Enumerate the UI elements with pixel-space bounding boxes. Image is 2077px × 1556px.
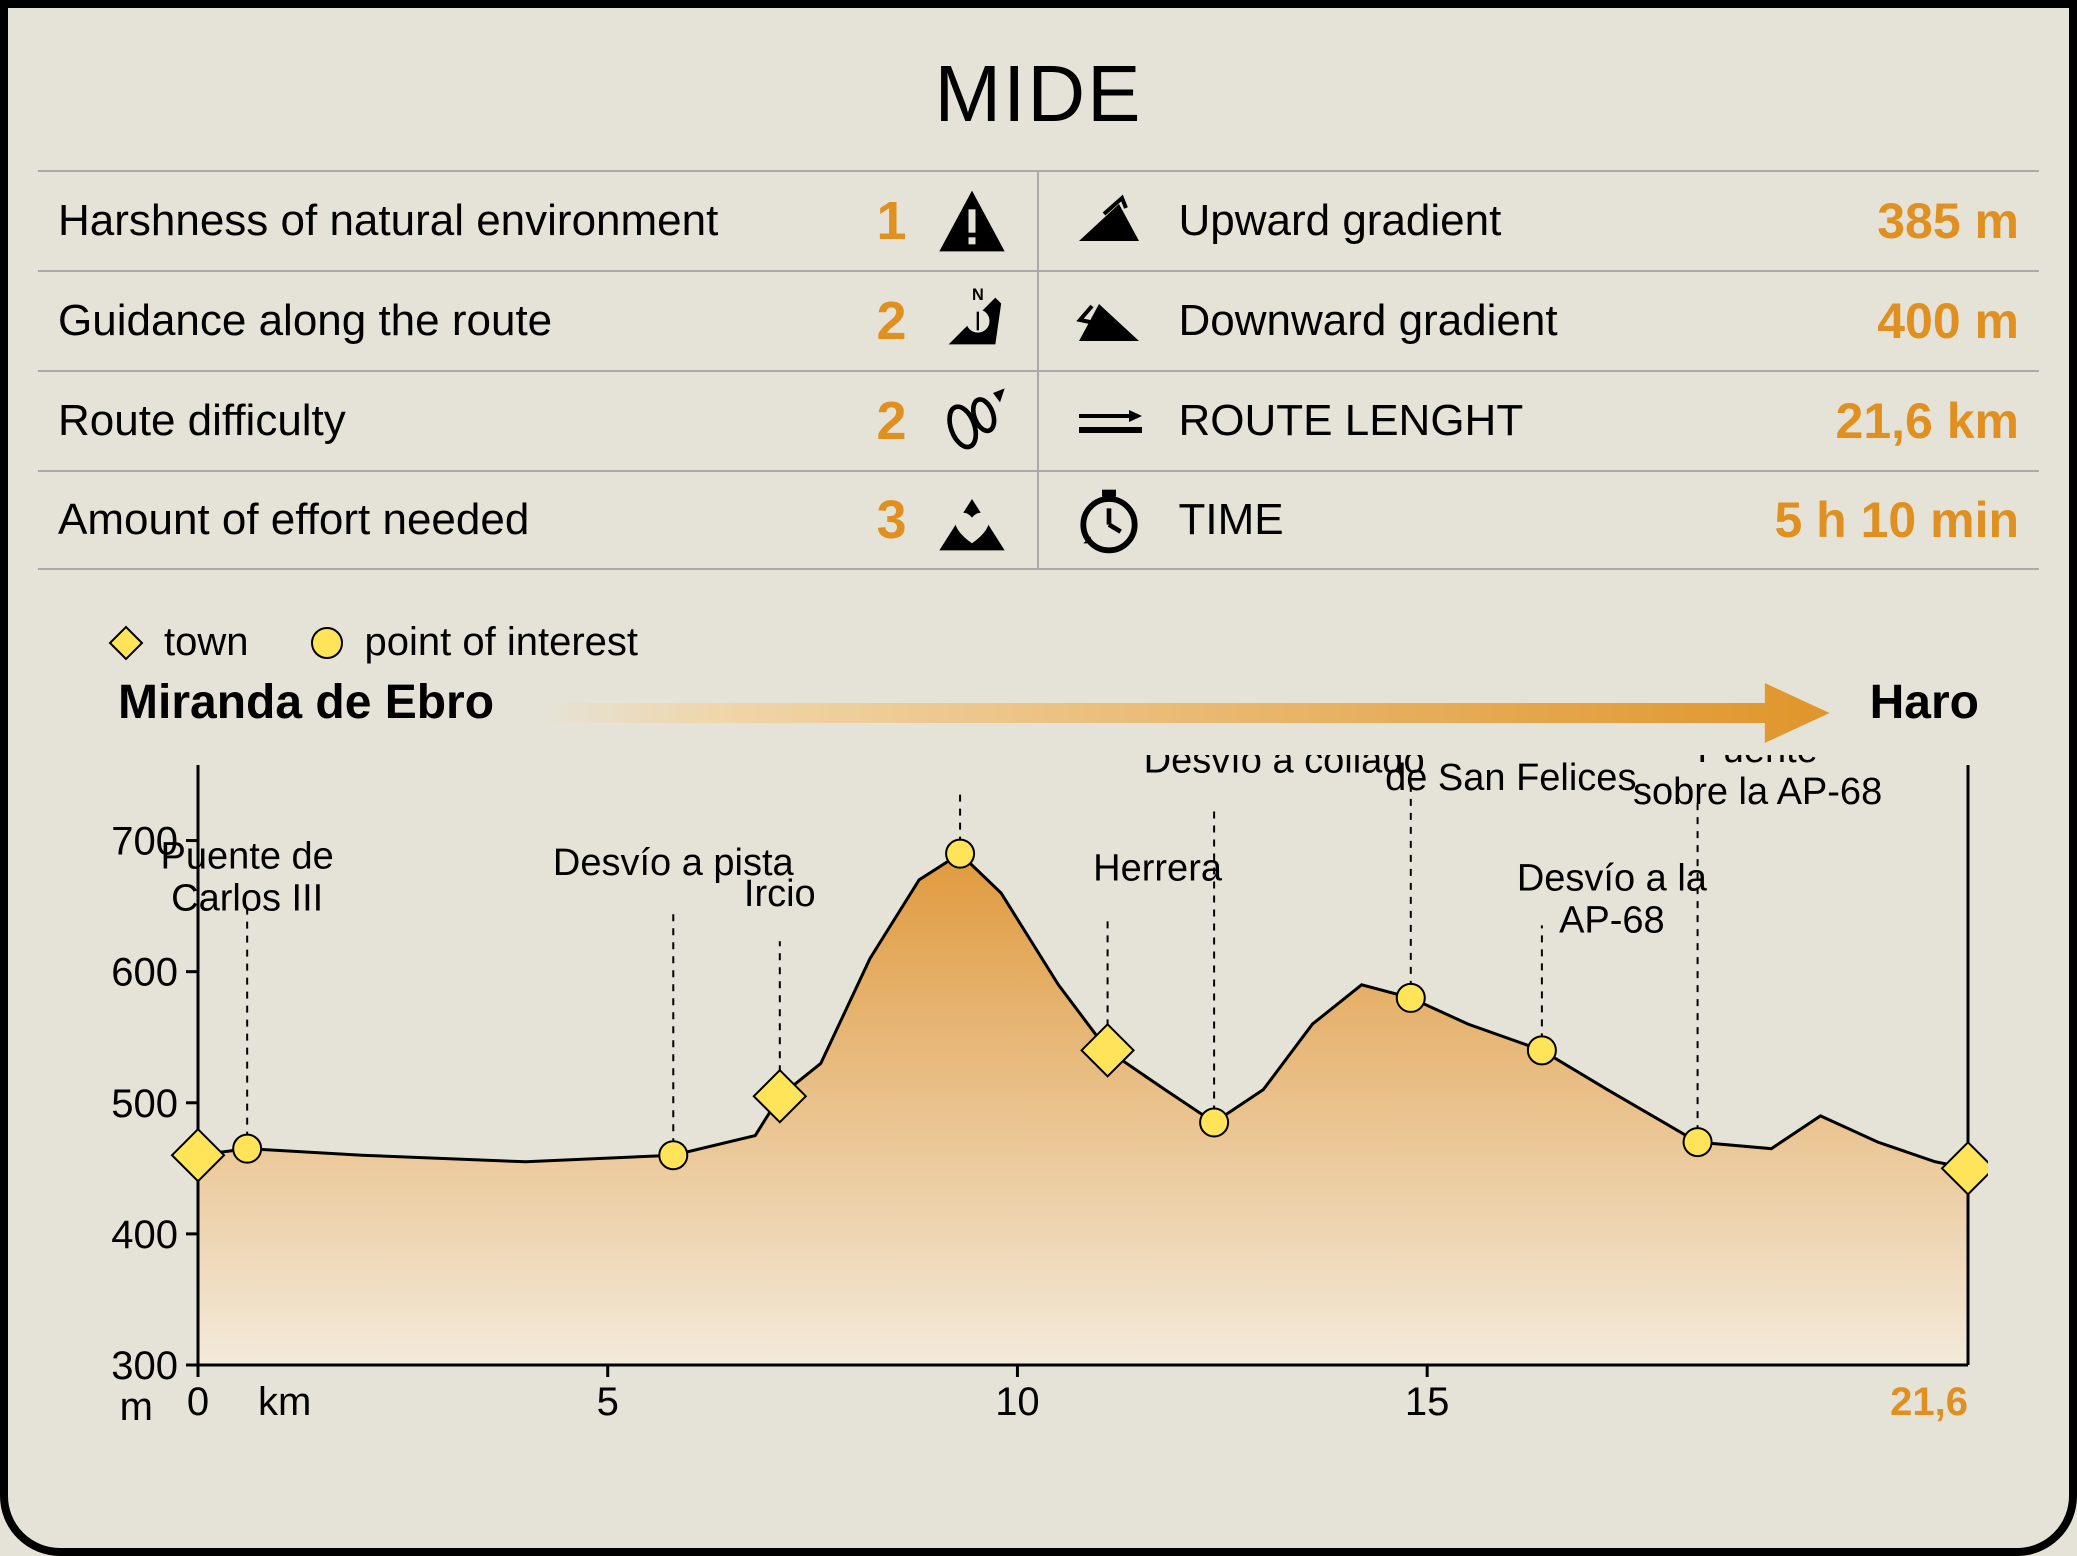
mide-label: Guidance along the route [58,296,857,346]
svg-text:Desvío a la: Desvío a la [1517,857,1708,899]
svg-text:AP-68: AP-68 [1559,899,1665,941]
svg-text:5: 5 [597,1380,619,1424]
svg-text:15: 15 [1405,1380,1450,1424]
elevation-chart: 300400500600700m051015km21,6Puente deCar… [108,755,1988,1435]
compass-icon: N [927,286,1017,356]
mide-label: Harshness of natural environment [58,196,857,246]
up-icon [1059,186,1179,256]
heart-icon [927,485,1017,555]
down-icon [1059,286,1179,356]
mide-row: Harshness of natural environment 1 [38,170,1039,270]
legend: town point of interest [8,570,2069,675]
mide-row: Downward gradient 400 m [1039,270,2040,370]
mide-row: TIME 5 h 10 min [1039,470,2040,570]
svg-text:m: m [120,1385,153,1429]
mide-label: TIME [1179,495,1700,545]
svg-text:0: 0 [187,1380,209,1424]
svg-text:500: 500 [111,1082,178,1126]
mide-score: 1 [857,190,927,252]
direction-arrow [534,683,1830,723]
mide-label: ROUTE LENGHT [1179,396,1700,446]
page-title: MIDE [8,8,2069,170]
svg-text:de San Felices: de San Felices [1385,757,1636,799]
svg-text:Desvío a collado: Desvío a collado [1144,755,1425,781]
mide-row: Upward gradient 385 m [1039,170,2040,270]
mide-value: 400 m [1699,292,2019,350]
svg-text:300: 300 [111,1344,178,1388]
svg-text:Herrera: Herrera [1093,847,1223,889]
svg-text:Collado Gobera: Collado Gobera [827,755,1094,763]
svg-text:N: N [972,286,984,304]
mide-label: Upward gradient [1179,196,1700,246]
diamond-icon [108,625,144,661]
route-to: Haro [1870,675,1979,730]
mide-row: Route difficulty 2 [38,370,1039,470]
mide-row: Amount of effort needed 3 [38,470,1039,570]
mide-value: 385 m [1699,192,2019,250]
mide-score: 2 [857,390,927,452]
mide-label: Route difficulty [58,396,857,446]
mide-label: Downward gradient [1179,296,1700,346]
svg-text:21,6: 21,6 [1890,1380,1968,1424]
foot-icon [927,386,1017,456]
legend-town-label: town [164,620,249,665]
route-from: Miranda de Ebro [118,675,494,730]
svg-text:sobre la AP-68: sobre la AP-68 [1633,771,1882,813]
mide-value: 21,6 km [1699,392,2019,450]
svg-text:Puente: Puente [1697,755,1817,771]
mide-label: Amount of effort needed [58,495,857,545]
legend-poi-label: point of interest [365,620,639,665]
mide-value: 5 h 10 min [1699,491,2019,549]
circle-icon [309,625,345,661]
mide-table: Harshness of natural environment 1 Guida… [8,170,2069,570]
svg-text:Puente de: Puente de [161,836,334,878]
mide-row: ROUTE LENGHT 21,6 km [1039,370,2040,470]
svg-text:400: 400 [111,1213,178,1257]
svg-text:km: km [258,1380,311,1424]
svg-text:Ircio: Ircio [744,873,816,915]
mide-score: 3 [857,489,927,551]
svg-text:600: 600 [111,951,178,995]
svg-text:Carlos III: Carlos III [171,878,323,920]
svg-text:10: 10 [995,1380,1040,1424]
warn-icon [927,186,1017,256]
length-icon [1059,386,1179,456]
mide-row: Guidance along the route 2 N [38,270,1039,370]
time-icon [1059,485,1179,555]
mide-score: 2 [857,290,927,352]
